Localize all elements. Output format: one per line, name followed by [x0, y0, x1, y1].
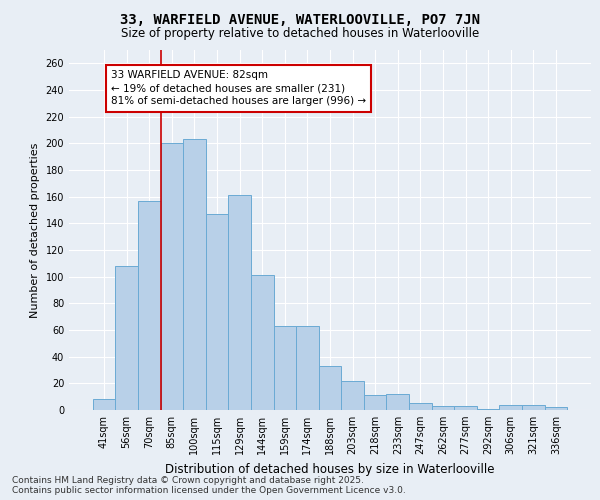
Y-axis label: Number of detached properties: Number of detached properties — [30, 142, 40, 318]
Text: 33 WARFIELD AVENUE: 82sqm
← 19% of detached houses are smaller (231)
81% of semi: 33 WARFIELD AVENUE: 82sqm ← 19% of detac… — [111, 70, 366, 106]
Text: 33, WARFIELD AVENUE, WATERLOOVILLE, PO7 7JN: 33, WARFIELD AVENUE, WATERLOOVILLE, PO7 … — [120, 12, 480, 26]
Bar — [251, 276, 274, 410]
Bar — [364, 396, 386, 410]
Bar — [229, 196, 251, 410]
Bar — [545, 408, 567, 410]
Bar — [409, 404, 431, 410]
Text: Contains HM Land Registry data © Crown copyright and database right 2025.
Contai: Contains HM Land Registry data © Crown c… — [12, 476, 406, 495]
Bar — [454, 406, 477, 410]
Bar — [138, 200, 161, 410]
Bar — [183, 140, 206, 410]
Bar — [499, 404, 522, 410]
Bar — [296, 326, 319, 410]
Bar — [341, 380, 364, 410]
Bar — [522, 404, 545, 410]
X-axis label: Distribution of detached houses by size in Waterlooville: Distribution of detached houses by size … — [165, 462, 495, 475]
Bar — [274, 326, 296, 410]
Bar — [319, 366, 341, 410]
Bar — [115, 266, 138, 410]
Bar — [206, 214, 229, 410]
Bar — [431, 406, 454, 410]
Bar — [477, 408, 499, 410]
Bar — [161, 144, 183, 410]
Text: Size of property relative to detached houses in Waterlooville: Size of property relative to detached ho… — [121, 28, 479, 40]
Bar — [93, 400, 115, 410]
Bar — [386, 394, 409, 410]
